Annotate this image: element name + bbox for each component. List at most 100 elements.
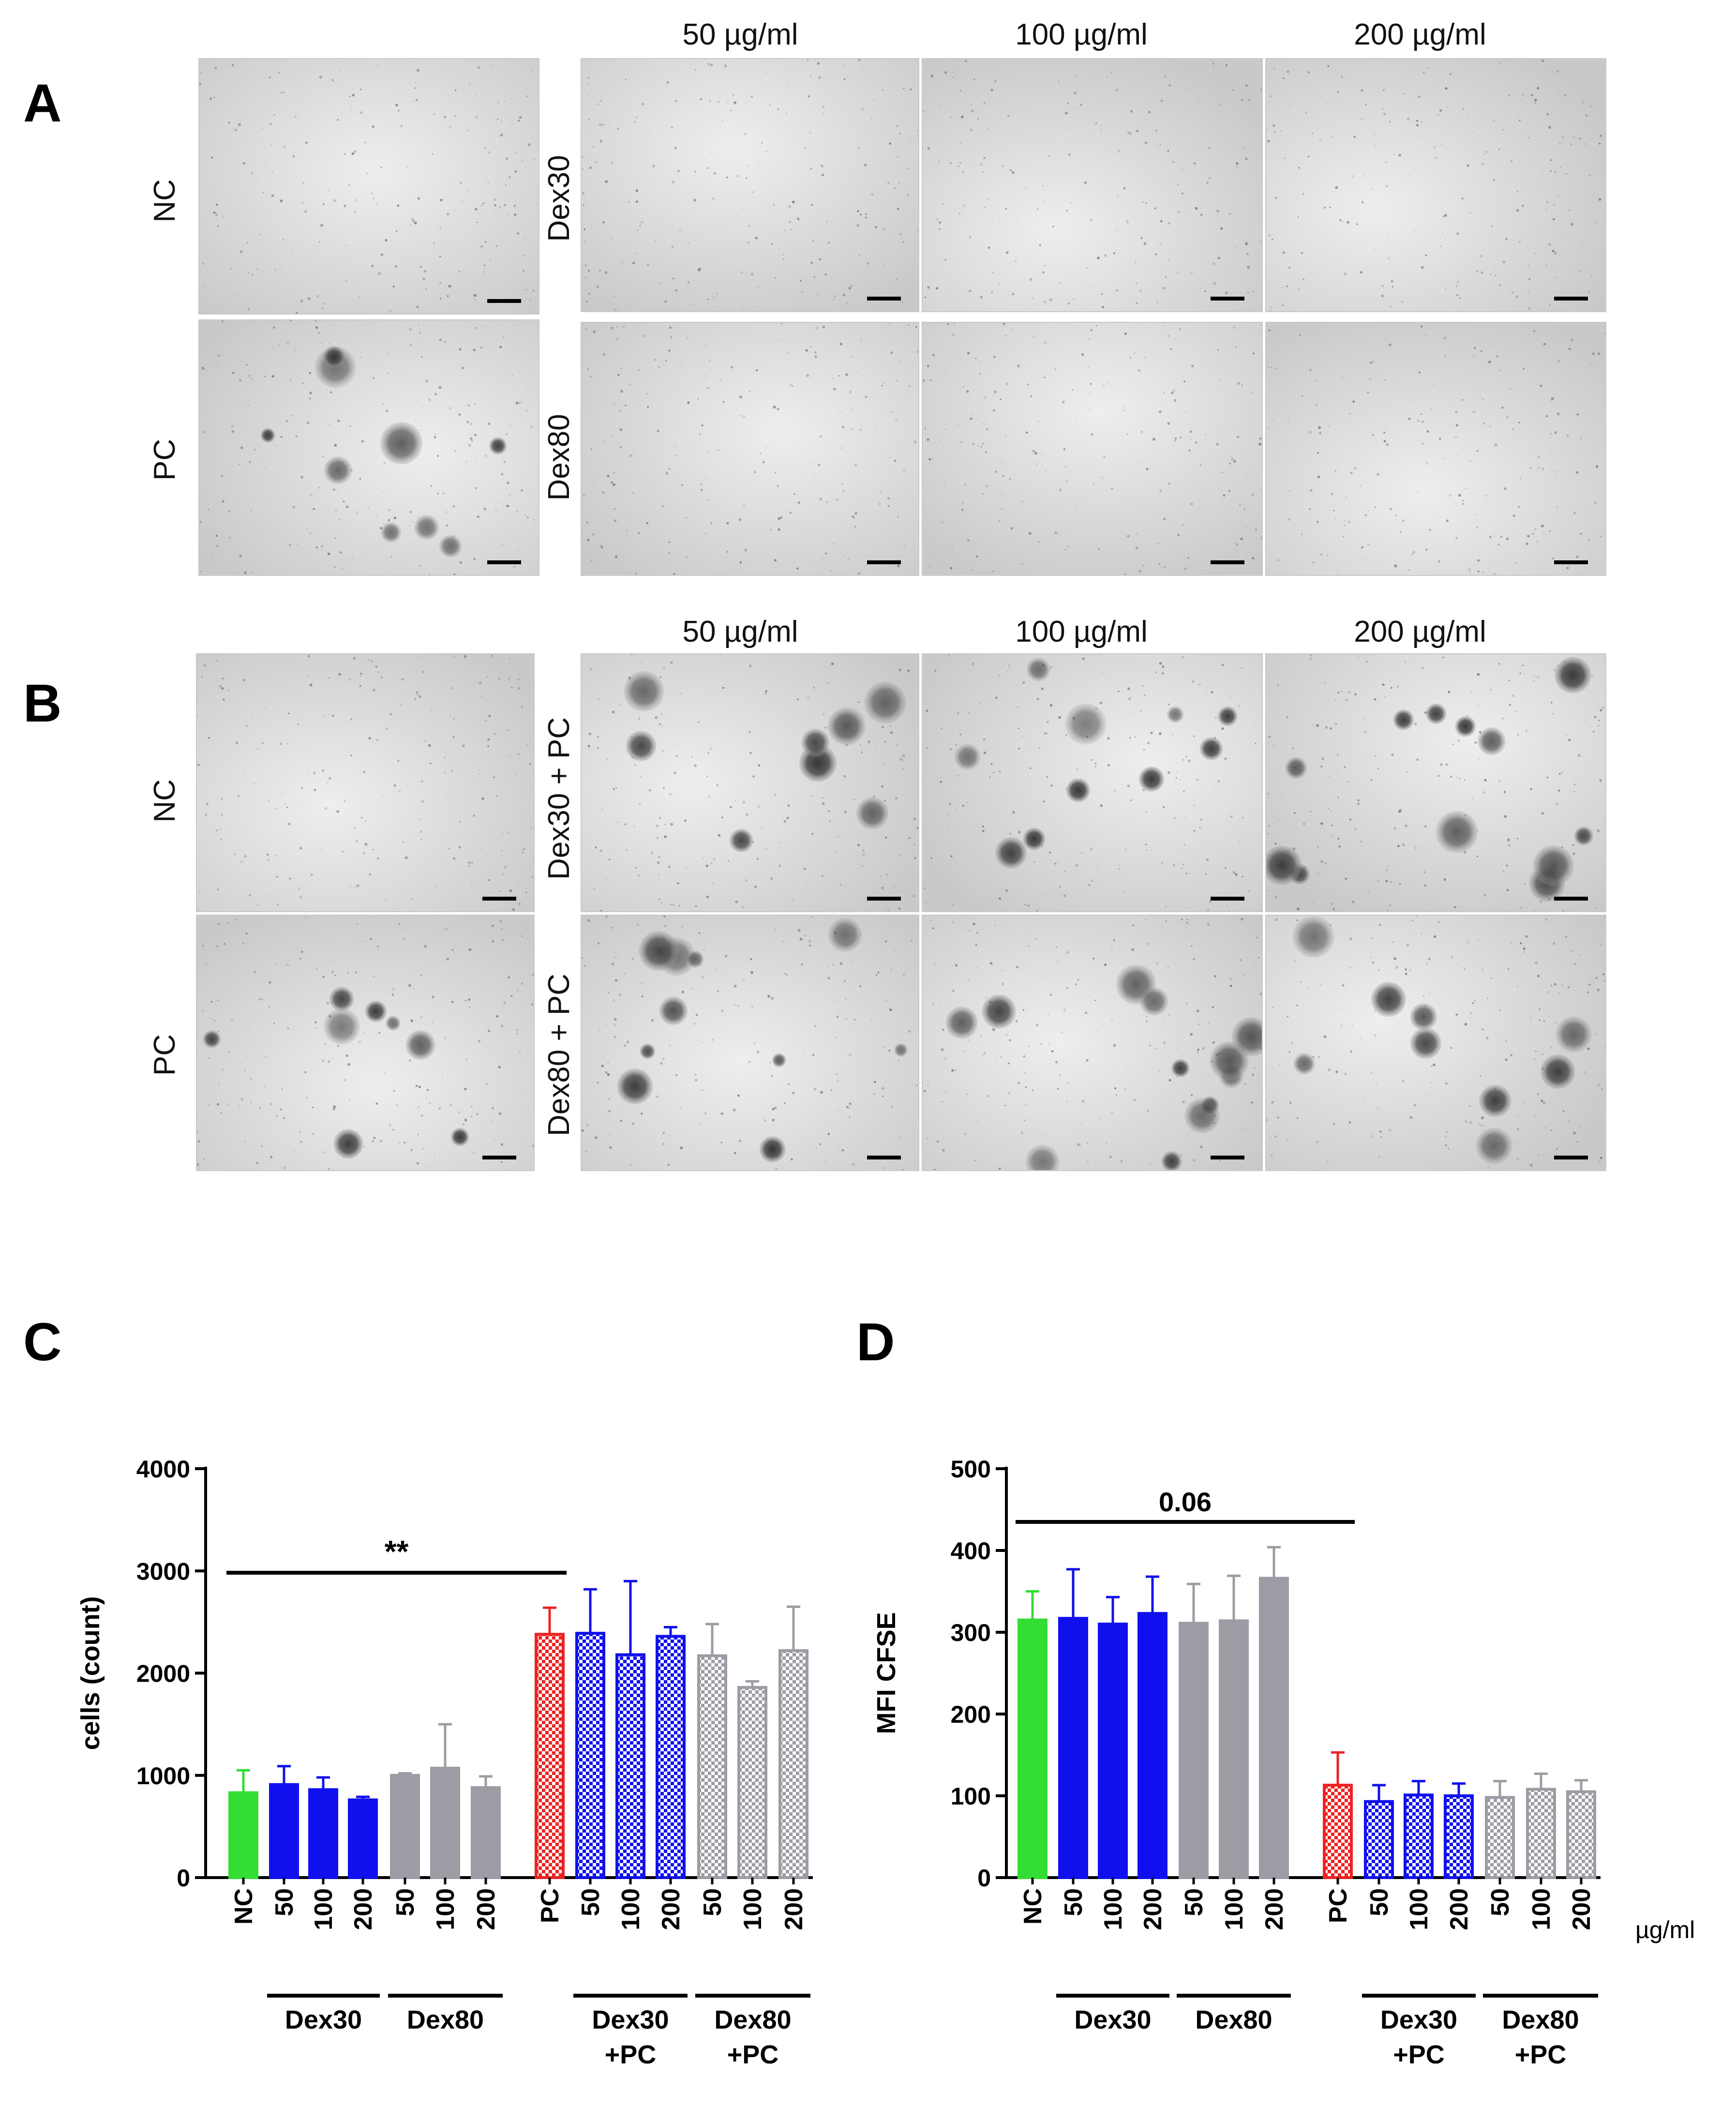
bar [656, 1635, 686, 1879]
group-label: Dex80 [714, 2005, 791, 2034]
panel-c-label: C [23, 1312, 62, 1372]
panel-a-col-100: 100 µg/ml [1015, 18, 1148, 51]
category-label: 50 [1060, 1888, 1088, 1916]
y-tick-label: 200 [951, 1701, 991, 1728]
y-tick-label: 400 [951, 1537, 991, 1564]
micrograph-tile [1265, 915, 1606, 1171]
group-label: Dex30 [1380, 2005, 1457, 2034]
bar [430, 1766, 460, 1879]
category-label: 100 [1220, 1888, 1248, 1930]
panel-a-label: A [23, 74, 62, 133]
micrograph-tile [922, 653, 1263, 912]
category-label: 50 [699, 1888, 727, 1916]
bar [1058, 1617, 1088, 1879]
panel-a-col-50: 50 µg/ml [682, 18, 798, 51]
category-label: 100 [432, 1888, 460, 1930]
bar [737, 1686, 767, 1879]
panel-a-col-200: 200 µg/ml [1354, 18, 1486, 51]
group-label: Dex30 [1074, 2005, 1151, 2034]
y-tick-label: 100 [951, 1783, 991, 1810]
category-label: 200 [657, 1888, 685, 1930]
micrograph-tile [581, 653, 919, 912]
micrograph-tile [581, 322, 919, 576]
y-tick-label: 1000 [136, 1762, 190, 1790]
bar [1526, 1788, 1556, 1879]
category-label: NC [230, 1888, 258, 1925]
bar [269, 1783, 299, 1879]
micrograph-tile [922, 322, 1263, 576]
panel-b-label: B [23, 674, 62, 733]
bar [348, 1798, 378, 1879]
category-label: NC [1019, 1888, 1047, 1925]
group-label: +PC [727, 2040, 779, 2069]
micrograph-tile [198, 58, 539, 315]
micrograph-tile [1265, 322, 1606, 576]
bar [308, 1788, 338, 1879]
category-label: 50 [1180, 1888, 1208, 1916]
bar [1098, 1623, 1128, 1880]
y-tick-label: 3000 [136, 1558, 190, 1585]
bar [1219, 1619, 1249, 1880]
category-label: 100 [1405, 1888, 1433, 1930]
micrograph-tile [581, 915, 919, 1171]
bar [1444, 1794, 1474, 1879]
category-label: 200 [472, 1888, 500, 1930]
category-label: 50 [391, 1888, 419, 1916]
bar [228, 1791, 258, 1880]
category-label: 100 [1099, 1888, 1127, 1930]
bar [575, 1632, 605, 1880]
category-label: 100 [617, 1888, 645, 1930]
category-label: PC [536, 1888, 564, 1923]
category-label: 200 [1445, 1888, 1473, 1930]
category-label: 50 [1365, 1888, 1393, 1916]
micrograph-tile [1265, 653, 1606, 912]
micrograph-tile [196, 915, 535, 1171]
group-label: +PC [1393, 2040, 1445, 2069]
y-tick-label: 300 [951, 1619, 991, 1646]
y-tick-label: 500 [951, 1456, 991, 1483]
bar [471, 1786, 501, 1880]
category-label: 100 [739, 1888, 767, 1930]
bar [1179, 1622, 1209, 1879]
category-label: 50 [1486, 1888, 1514, 1916]
category-label: 50 [577, 1888, 605, 1916]
category-label: 200 [1568, 1888, 1596, 1930]
bar [1259, 1577, 1289, 1879]
bar [1137, 1612, 1167, 1879]
significance-label: 0.06 [1159, 1487, 1212, 1517]
panel-d-label: D [856, 1312, 895, 1372]
y-tick-label: 0 [977, 1865, 991, 1892]
micrograph-tile [922, 915, 1263, 1171]
y-tick-label: 2000 [136, 1660, 190, 1687]
bar [1485, 1796, 1515, 1879]
category-label: 100 [1527, 1888, 1556, 1930]
micrograph-tile [922, 58, 1263, 312]
bar [778, 1649, 808, 1879]
bar [1018, 1618, 1048, 1879]
bar [1323, 1784, 1353, 1880]
unit-label: µg/ml [1635, 1916, 1695, 1943]
bar [697, 1654, 727, 1879]
bar [390, 1774, 420, 1879]
y-axis-label: cells (count) [76, 1596, 105, 1750]
bar [1566, 1790, 1596, 1880]
group-label: Dex80 [1195, 2005, 1272, 2034]
category-label: 50 [270, 1888, 299, 1916]
bar [615, 1653, 645, 1880]
significance-label: ** [385, 1534, 409, 1569]
bar [1364, 1800, 1394, 1880]
group-label: Dex80 [407, 2005, 484, 2034]
micrograph-tile [581, 58, 919, 312]
panel-b-col-50: 50 µg/ml [682, 615, 798, 648]
group-label: Dex80 [1502, 2005, 1579, 2034]
group-label: Dex30 [285, 2005, 362, 2034]
panel-b-col-100: 100 µg/ml [1015, 615, 1148, 648]
micrograph-tile [198, 319, 539, 576]
y-axis-label: MFI CFSE [872, 1612, 901, 1734]
category-label: 200 [1260, 1888, 1288, 1930]
bar [1404, 1793, 1434, 1880]
y-tick-label: 4000 [136, 1456, 190, 1483]
category-label: PC [1324, 1888, 1352, 1923]
group-label: +PC [1515, 2040, 1567, 2069]
category-label: 200 [349, 1888, 377, 1930]
